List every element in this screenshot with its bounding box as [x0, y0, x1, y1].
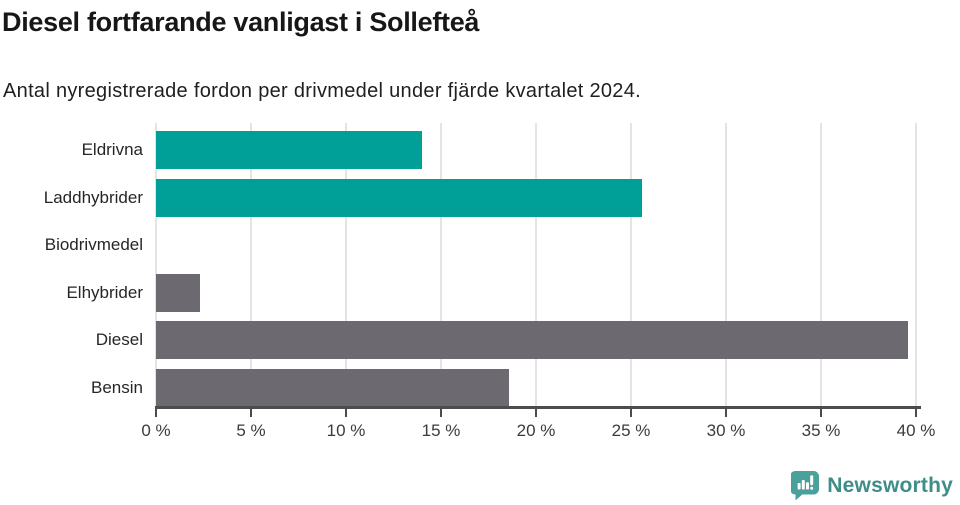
x-tick-label-0: 0 %	[141, 421, 171, 440]
bar-eldrivna	[156, 131, 422, 169]
x-tick-30	[725, 409, 727, 417]
gridline-0	[155, 123, 157, 406]
x-tick-0	[155, 409, 157, 417]
x-tick-35	[820, 409, 822, 417]
category-label-biodrivmedel: Biodrivmedel	[44, 235, 143, 254]
category-label-eldrivna: Eldrivna	[81, 140, 143, 159]
gridline-25	[630, 123, 632, 406]
x-tick-label-35: 35 %	[801, 421, 841, 440]
bar-elhybrider	[156, 273, 200, 312]
x-tick-15	[440, 409, 442, 417]
x-tick-label-10: 10 %	[326, 421, 366, 440]
category-label-diesel: Diesel	[95, 330, 143, 349]
bar-bensin	[156, 368, 510, 407]
x-axis-line	[155, 406, 921, 409]
newsworthy-logo-icon	[791, 470, 820, 501]
gridline-30	[725, 123, 727, 406]
x-tick-40	[915, 409, 917, 417]
chart-title: Diesel fortfarande vanligast i Sollefteå	[2, 7, 480, 37]
x-tick-label-40: 40 %	[896, 421, 936, 440]
gridline-40	[915, 123, 917, 406]
bar-laddhybrider	[156, 178, 643, 217]
x-tick-5	[250, 409, 252, 417]
x-tick-20	[535, 409, 537, 417]
x-tick-label-30: 30 %	[706, 421, 746, 440]
gridline-20	[535, 123, 537, 406]
category-label-bensin: Bensin	[91, 377, 143, 397]
x-tick-25	[630, 409, 632, 417]
x-tick-label-15: 15 %	[421, 421, 461, 440]
x-tick-label-5: 5 %	[236, 421, 266, 440]
x-tick-10	[345, 409, 347, 417]
category-label-laddhybrider: Laddhybrider	[43, 187, 143, 207]
x-tick-label-20: 20 %	[516, 421, 556, 440]
brand-footer: Newsworthy	[791, 470, 953, 501]
gridline-10	[345, 123, 347, 406]
x-tick-label-25: 25 %	[611, 421, 651, 440]
bar-diesel	[156, 321, 909, 359]
gridline-5	[250, 123, 252, 406]
category-label-elhybrider: Elhybrider	[66, 282, 143, 302]
gridline-35	[820, 123, 822, 406]
chart-subtitle: Antal nyregistrerade fordon per drivmede…	[3, 80, 642, 102]
brand-name: Newsworthy	[827, 473, 953, 497]
gridline-15	[440, 123, 442, 406]
